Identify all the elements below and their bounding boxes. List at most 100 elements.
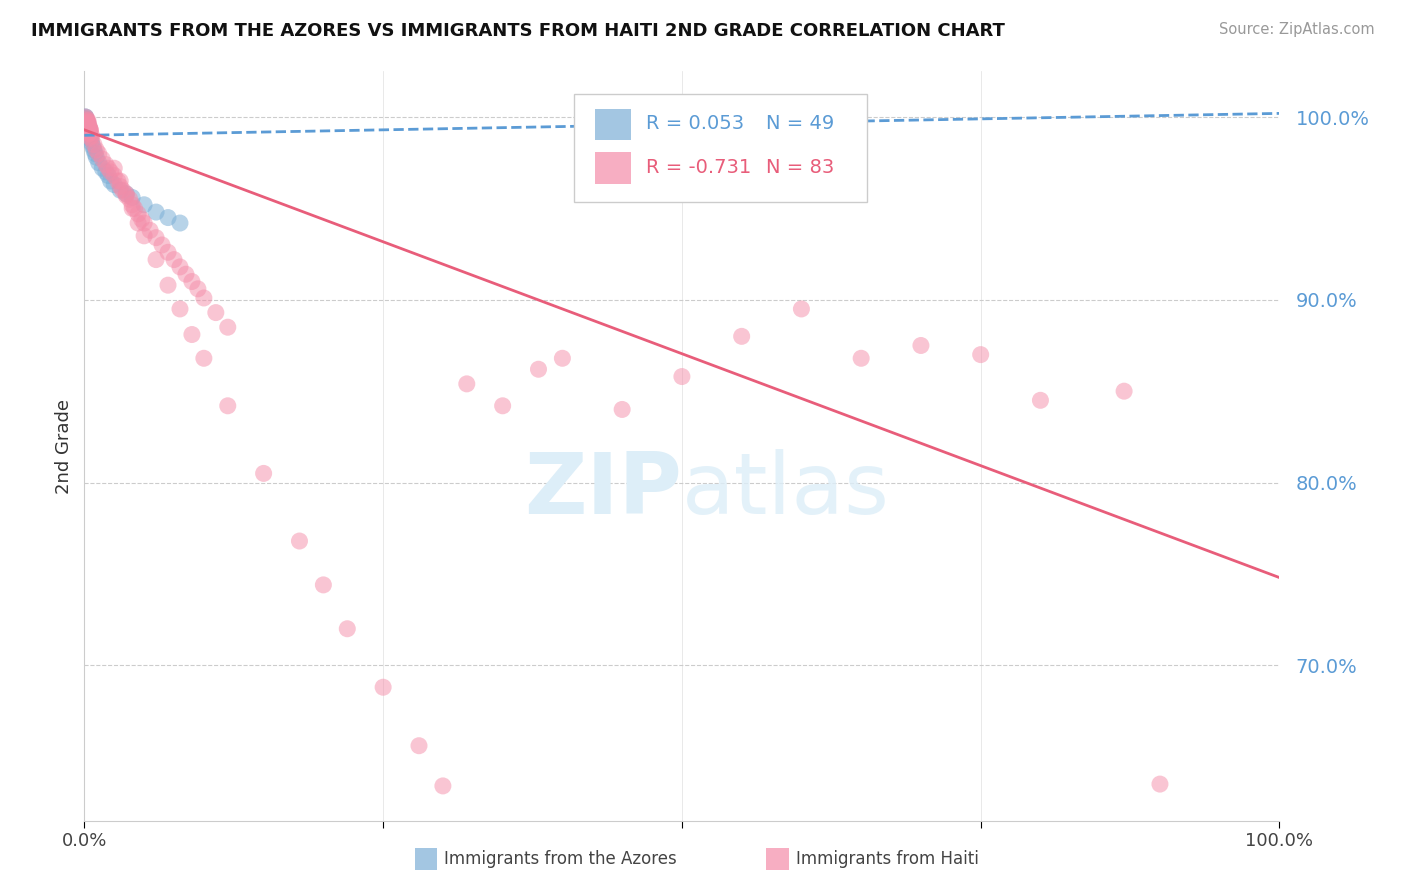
Point xyxy=(527,362,550,376)
Point xyxy=(77,123,100,137)
Point xyxy=(75,112,97,126)
Point xyxy=(373,680,395,694)
Point xyxy=(76,119,98,133)
Point xyxy=(77,121,100,136)
Point xyxy=(77,125,100,139)
Point xyxy=(193,291,215,305)
Point xyxy=(75,110,97,124)
Point xyxy=(77,123,100,137)
Point xyxy=(121,190,143,204)
Point xyxy=(456,376,478,391)
Point xyxy=(76,113,98,128)
Point xyxy=(77,119,100,133)
Point xyxy=(77,127,100,141)
Point xyxy=(121,202,143,216)
Point xyxy=(174,267,197,281)
Point xyxy=(79,132,101,146)
Point xyxy=(121,198,143,212)
Point xyxy=(612,402,634,417)
Point xyxy=(84,146,107,161)
Point xyxy=(76,117,98,131)
Point xyxy=(77,130,100,145)
Point xyxy=(127,216,149,230)
Point xyxy=(150,238,173,252)
Point xyxy=(253,467,276,481)
Point xyxy=(103,161,125,176)
Point xyxy=(80,136,103,150)
Point xyxy=(76,112,98,126)
Point xyxy=(103,178,125,192)
Point xyxy=(181,275,204,289)
Point xyxy=(94,157,117,171)
Point xyxy=(1149,777,1171,791)
Point xyxy=(75,113,97,128)
Point xyxy=(187,282,209,296)
Point xyxy=(79,125,101,139)
Point xyxy=(111,183,134,197)
Point xyxy=(75,112,97,126)
Point xyxy=(110,174,132,188)
Text: Immigrants from the Azores: Immigrants from the Azores xyxy=(444,850,678,868)
Point xyxy=(76,115,98,129)
Point xyxy=(77,119,100,133)
Point xyxy=(157,211,180,225)
Point xyxy=(76,113,98,128)
Text: Immigrants from Haiti: Immigrants from Haiti xyxy=(796,850,979,868)
Point xyxy=(336,622,359,636)
Point xyxy=(145,252,167,267)
Point xyxy=(75,115,97,129)
Point xyxy=(76,113,98,128)
Point xyxy=(132,198,156,212)
Point xyxy=(205,305,228,319)
Bar xyxy=(595,153,630,184)
Point xyxy=(77,117,100,131)
Point xyxy=(86,150,108,164)
Point xyxy=(107,174,129,188)
Text: Source: ZipAtlas.com: Source: ZipAtlas.com xyxy=(1219,22,1375,37)
Text: IMMIGRANTS FROM THE AZORES VS IMMIGRANTS FROM HAITI 2ND GRADE CORRELATION CHART: IMMIGRANTS FROM THE AZORES VS IMMIGRANTS… xyxy=(31,22,1005,40)
Point xyxy=(86,143,108,157)
Point xyxy=(193,351,215,366)
Point xyxy=(77,123,100,137)
Point xyxy=(77,121,100,136)
Point xyxy=(145,205,167,219)
Point xyxy=(77,127,100,141)
FancyBboxPatch shape xyxy=(575,94,868,202)
Point xyxy=(169,216,191,230)
Point xyxy=(132,228,156,243)
Point xyxy=(551,351,574,366)
Point xyxy=(139,223,162,237)
Point xyxy=(100,174,122,188)
Point xyxy=(76,121,98,136)
Point xyxy=(97,161,120,176)
Point xyxy=(131,212,153,227)
Point xyxy=(492,399,515,413)
Point xyxy=(103,169,125,183)
Point xyxy=(94,165,117,179)
Point xyxy=(97,169,120,183)
Point xyxy=(79,123,101,137)
Point xyxy=(731,329,754,343)
Point xyxy=(77,121,100,136)
Point xyxy=(91,152,114,166)
Text: ZIP: ZIP xyxy=(524,450,682,533)
Point xyxy=(79,130,101,145)
Point xyxy=(217,399,239,413)
Point xyxy=(87,155,110,169)
Text: N = 49: N = 49 xyxy=(766,114,834,133)
Point xyxy=(671,369,693,384)
Y-axis label: 2nd Grade: 2nd Grade xyxy=(55,399,73,493)
Point xyxy=(790,301,813,316)
Point xyxy=(76,119,98,133)
Point xyxy=(157,245,180,260)
Point xyxy=(169,301,191,316)
Point xyxy=(217,320,239,334)
Point xyxy=(77,121,100,136)
Point xyxy=(118,192,141,206)
Point xyxy=(79,123,101,137)
Point xyxy=(1114,384,1136,399)
Point xyxy=(132,216,156,230)
Point xyxy=(169,260,191,274)
Text: R = 0.053: R = 0.053 xyxy=(647,114,744,133)
Point xyxy=(87,146,110,161)
